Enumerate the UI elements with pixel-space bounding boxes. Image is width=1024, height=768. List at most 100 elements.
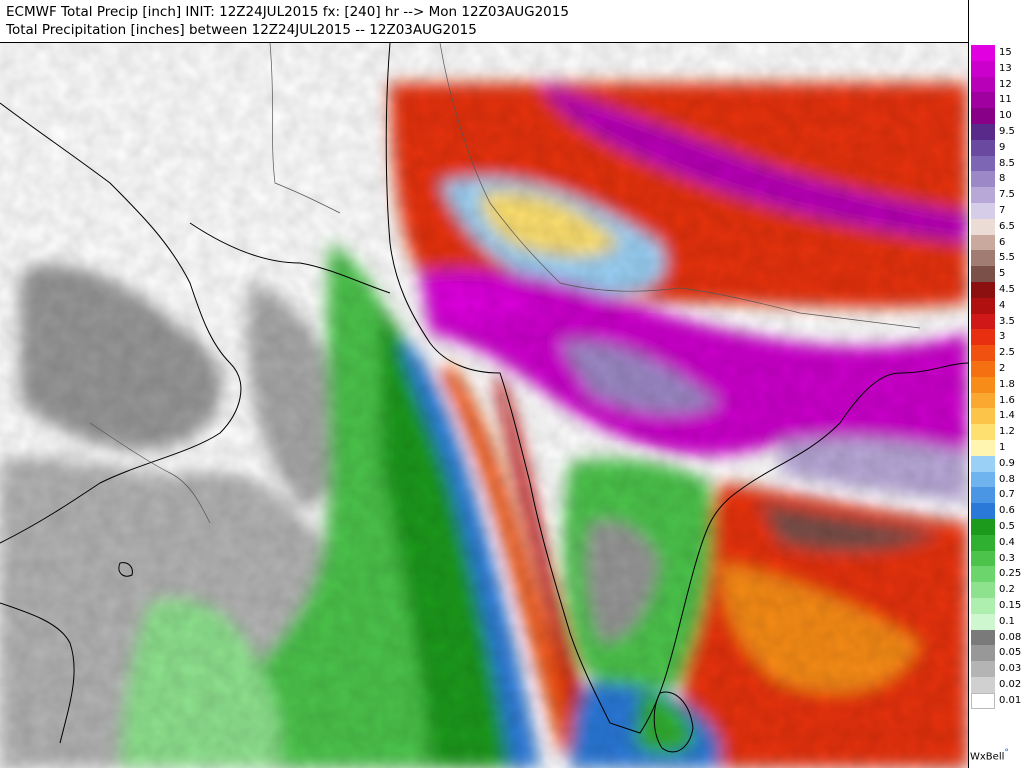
legend-swatch [971,392,995,409]
map-title: ECMWF Total Precip [inch] INIT: 12Z24JUL… [6,4,569,20]
legend-label: 9 [999,141,1006,153]
legend-swatch [971,692,995,709]
legend-swatch [971,266,995,282]
legend-swatch [971,282,995,298]
legend-label: 0.1 [999,615,1015,627]
legend-swatch [971,550,995,567]
legend-label: 1.2 [999,426,1015,438]
legend-swatch [971,92,995,109]
legend-label: 0.03 [999,663,1022,675]
legend-label: 1.6 [999,394,1015,406]
legend-swatch [971,503,995,519]
legend-label: 0.3 [999,552,1015,564]
legend-row: 8 [971,171,1024,188]
legend-swatch [971,108,995,124]
legend-label: 11 [999,94,1012,106]
precip-map-svg [0,43,968,768]
legend-swatch [971,613,995,630]
legend-swatch [971,45,995,61]
legend-swatch [971,440,995,456]
legend-swatch [971,534,995,551]
legend-label: 15 [999,47,1012,58]
legend-row: 0.6 [971,503,1024,519]
legend-label: 10 [999,110,1012,122]
map-subtitle: Total Precipitation [inches] between 12Z… [6,22,477,38]
legend-label: 0.25 [999,568,1022,580]
legend-label: 0.2 [999,584,1015,596]
legend-swatch [971,455,995,472]
legend-label: 6 [999,236,1006,248]
legend-row: 7 [971,203,1024,219]
legend-row: 0.9 [971,455,1024,472]
legend-swatch [971,376,995,393]
legend-swatch [971,598,995,614]
legend-row: 0.08 [971,629,1024,646]
legend-row: 1.4 [971,408,1024,425]
legend-label: 6.5 [999,220,1015,232]
legend-label: 2 [999,363,1006,374]
legend-row: 0.02 [971,677,1024,693]
map-header: ECMWF Total Precip [inch] INIT: 12Z24JUL… [0,0,968,43]
legend-row: 5.5 [971,250,1024,267]
legend-swatch [971,250,995,267]
legend-label: 9.5 [999,126,1015,137]
legend-row: 5 [971,266,1024,282]
legend-swatch [971,218,995,235]
legend-label: 1 [999,442,1006,453]
legend-label: 0.05 [999,647,1022,659]
legend-swatch [971,519,995,535]
coastlines [0,43,968,753]
legend-row: 0.4 [971,534,1024,551]
legend-row: 9 [971,139,1024,156]
legend-swatch [971,234,995,251]
legend-label: 12 [999,78,1012,90]
legend-row: 0.5 [971,519,1024,535]
legend-row: 12 [971,76,1024,93]
legend-row: 8.5 [971,155,1024,172]
legend-swatch [971,629,995,646]
legend-row: 0.25 [971,566,1024,583]
legend-swatch [971,361,995,377]
legend-row: 1.6 [971,392,1024,409]
legend-row: 1 [971,440,1024,456]
legend-row: 0.8 [971,471,1024,488]
legend-row: 15 [971,45,1024,61]
legend-label: 0.4 [999,536,1015,548]
legend-swatch [971,139,995,156]
legend-label: 4 [999,299,1006,311]
wxbell-logo: WxBell° [970,748,1009,762]
legend-label: 2.5 [999,347,1015,359]
legend-label: 3.5 [999,315,1015,327]
legend-label: 13 [999,62,1012,74]
legend-label: 3 [999,331,1006,343]
legend-row: 9.5 [971,124,1024,140]
legend-label: 0.08 [999,631,1022,643]
logo-text: WxBell [970,751,1005,763]
legend-row: 2.5 [971,345,1024,361]
legend-row: 0.3 [971,550,1024,567]
legend-swatch [971,661,995,677]
legend-label: 8.5 [999,157,1015,169]
legend-label: 5.5 [999,252,1015,264]
legend-row: 6.5 [971,218,1024,235]
legend-row: 1.2 [971,424,1024,440]
legend-swatch [971,60,995,77]
legend-swatch [971,297,995,314]
legend-swatch [971,155,995,172]
legend-label: 5 [999,268,1006,280]
legend-swatch [971,329,995,346]
legend-row: 0.2 [971,582,1024,598]
legend-label: 0.7 [999,489,1015,501]
legend-swatch [971,76,995,93]
legend-label: 0.6 [999,505,1015,517]
legend-label: 0.15 [999,600,1022,611]
legend-label: 0.02 [999,679,1022,690]
legend-label: 7 [999,205,1006,216]
legend-swatch [971,566,995,583]
legend-label: 1.4 [999,410,1015,422]
legend-row: 3.5 [971,313,1024,330]
legend-label: 7.5 [999,189,1015,201]
legend-swatch [971,487,995,504]
legend-swatch [971,677,995,693]
legend-swatch [971,582,995,598]
